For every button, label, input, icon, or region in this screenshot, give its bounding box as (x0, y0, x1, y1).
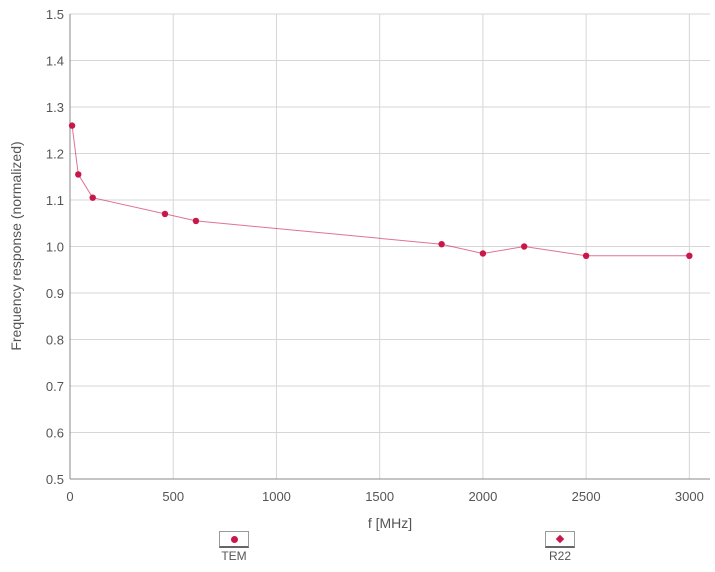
x-tick-labels: 0 500 1000 1500 2000 2500 3000 (66, 489, 703, 504)
y-tick-label: 0.5 (46, 472, 64, 487)
legend-item-r22: R22 (545, 531, 575, 563)
data-point-tem (438, 240, 445, 248)
y-axis-label: Frequency response (normalized) (8, 141, 24, 350)
data-point-tem (582, 252, 590, 259)
y-tick-label: 1.0 (46, 240, 64, 255)
legend-swatch-tem (219, 531, 249, 548)
legend-item-tem: TEM (219, 531, 249, 563)
y-tick-label: 0.7 (46, 379, 64, 394)
data-point-tem (161, 210, 169, 218)
legend-label-r22: R22 (548, 549, 571, 563)
data-point-tem (520, 243, 528, 250)
data-point-tem (68, 122, 76, 129)
y-tick-label: 1.1 (46, 193, 64, 208)
x-tick-label: 1000 (262, 489, 291, 504)
y-tick-label: 0.9 (46, 286, 64, 301)
data-point-tem (686, 252, 693, 259)
data-point-tem (479, 250, 487, 257)
x-tick-label: 0 (66, 489, 73, 504)
data-point-tem (192, 217, 200, 225)
series-line-tem (71, 125, 690, 257)
legend-label-tem: TEM (221, 549, 247, 563)
legend-marker-circle (230, 535, 238, 543)
y-tick-label: 1.3 (46, 100, 64, 115)
y-tick-labels: 0.5 0.6 0.7 0.8 0.9 1.0 1.1 1.2 1.3 1.4 1.5 (46, 7, 64, 487)
y-tick-label: 1.4 (46, 54, 64, 69)
data-point-tem (89, 194, 96, 201)
x-tick-label: 2500 (572, 489, 601, 504)
axes (69, 14, 710, 480)
series-layer (68, 122, 693, 259)
x-tick-label: 500 (162, 489, 184, 504)
x-tick-label: 3000 (675, 489, 704, 504)
y-tick-label: 0.6 (46, 426, 64, 441)
legend-swatch-r22 (545, 531, 575, 548)
y-tick-label: 0.8 (46, 333, 64, 348)
grid (69, 13, 710, 480)
y-tick-label: 1.2 (46, 147, 64, 162)
data-point-tem (75, 171, 82, 178)
legend-marker-diamond (555, 534, 565, 544)
x-axis-label: f [MHz] (368, 515, 412, 531)
x-tick-label: 2000 (468, 489, 497, 504)
x-tick-label: 1500 (365, 489, 394, 504)
y-tick-label: 1.5 (46, 7, 64, 22)
